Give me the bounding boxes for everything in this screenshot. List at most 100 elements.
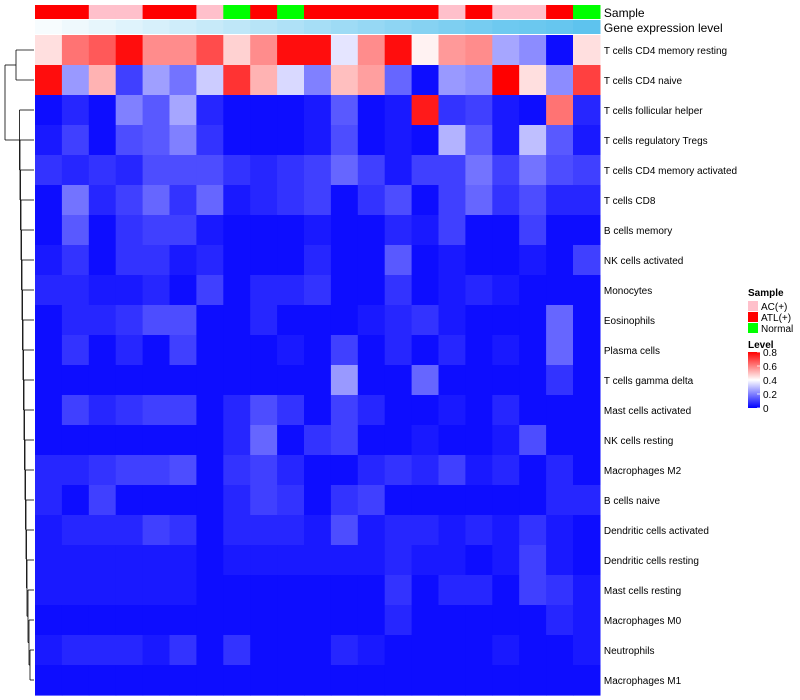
annotation-expression-cell xyxy=(169,20,197,34)
heatmap-cell xyxy=(169,545,197,576)
row-label: B cells naive xyxy=(604,496,661,507)
heatmap-cell xyxy=(304,185,332,216)
heatmap-cell xyxy=(411,335,440,366)
heatmap-cell xyxy=(277,575,305,606)
heatmap-cell xyxy=(277,455,305,486)
heatmap-cell xyxy=(357,455,386,486)
heatmap-cell xyxy=(492,215,520,246)
heatmap-cell xyxy=(115,245,144,276)
heatmap-cell xyxy=(250,425,278,456)
annotation-expression-cell xyxy=(465,20,493,34)
heatmap-cell xyxy=(411,275,440,306)
heatmap-cell xyxy=(573,545,601,576)
heatmap-cell xyxy=(250,185,278,216)
heatmap-cell xyxy=(35,155,63,186)
annotation-sample-cell xyxy=(61,5,90,19)
heatmap-cell xyxy=(88,425,117,456)
heatmap-cell xyxy=(223,365,251,396)
heatmap-cell xyxy=(492,335,520,366)
heatmap-cell xyxy=(519,425,547,456)
heatmap-cell xyxy=(223,485,251,516)
heatmap-cell xyxy=(304,485,332,516)
heatmap-cell xyxy=(304,215,332,246)
heatmap-cell xyxy=(88,575,117,606)
heatmap-cell xyxy=(142,305,171,336)
heatmap-cell xyxy=(492,95,520,126)
row-labels: T cells CD4 memory resting T cells CD4 na… xyxy=(604,46,737,687)
heatmap-cell xyxy=(411,575,440,606)
heatmap-cell xyxy=(169,125,197,156)
annotation-expression-cell xyxy=(35,20,63,34)
heatmap-cell xyxy=(142,35,171,66)
annotation-sample-cell xyxy=(304,5,332,19)
annotation-expression-cell xyxy=(223,20,251,34)
heatmap-cell xyxy=(196,275,224,306)
heatmap-cell xyxy=(384,425,413,456)
legend: Sample AC(+)ATL(+)Normal Level 0.8 0.6 0.4… xyxy=(748,288,793,415)
heatmap-cell xyxy=(546,485,574,516)
annotation-sample-cell xyxy=(573,5,601,19)
legend-sample-title: Sample xyxy=(748,288,784,299)
row-label: Monocytes xyxy=(604,286,652,297)
heatmap-cell xyxy=(357,95,386,126)
heatmap-cell xyxy=(411,605,440,636)
heatmap-cell xyxy=(304,125,332,156)
heatmap-cell xyxy=(357,305,386,336)
heatmap-cell xyxy=(304,305,332,336)
heatmap-cell xyxy=(438,425,466,456)
heatmap-cell xyxy=(492,395,520,426)
heatmap-cell xyxy=(250,575,278,606)
heatmap-cell xyxy=(411,485,440,516)
heatmap-cell xyxy=(61,575,90,606)
heatmap-cell xyxy=(88,245,117,276)
annotation-expression-cell xyxy=(61,20,90,34)
heatmap-cell xyxy=(573,395,601,426)
heatmap-cell xyxy=(35,35,63,66)
heatmap-cell xyxy=(357,275,386,306)
heatmap-cell xyxy=(330,575,359,606)
heatmap-cell xyxy=(411,155,440,186)
heatmap-cell xyxy=(465,155,493,186)
heatmap-cell xyxy=(223,125,251,156)
heatmap-cell xyxy=(169,215,197,246)
heatmap-cell xyxy=(304,65,332,96)
heatmap-cell xyxy=(465,65,493,96)
heatmap-cell xyxy=(196,575,224,606)
heatmap-cell xyxy=(330,425,359,456)
heatmap-cell xyxy=(573,95,601,126)
heatmap-cell xyxy=(384,335,413,366)
heatmap-cell xyxy=(573,665,601,696)
heatmap-cell xyxy=(330,485,359,516)
heatmap-cell xyxy=(411,545,440,576)
heatmap-cell xyxy=(519,665,547,696)
heatmap-cell xyxy=(250,215,278,246)
heatmap-cell xyxy=(384,395,413,426)
heatmap-cell xyxy=(384,485,413,516)
heatmap-cell xyxy=(519,575,547,606)
heatmap-cell xyxy=(304,365,332,396)
heatmap-cell xyxy=(88,275,117,306)
heatmap-cell xyxy=(357,155,386,186)
heatmap-cell xyxy=(277,545,305,576)
heatmap-cell xyxy=(492,155,520,186)
annotation-bars xyxy=(35,5,601,34)
heatmap-cell xyxy=(115,125,144,156)
heatmap-cell xyxy=(519,515,547,546)
heatmap-cell xyxy=(304,575,332,606)
heatmap-cell xyxy=(250,455,278,486)
annotation-sample-cell xyxy=(519,5,547,19)
row-label: Macrophages M1 xyxy=(604,676,682,687)
heatmap-cell xyxy=(519,545,547,576)
heatmap-cell xyxy=(250,305,278,336)
heatmap-cell xyxy=(546,665,574,696)
heatmap-cell xyxy=(438,665,466,696)
heatmap-cell xyxy=(438,125,466,156)
annotation-sample-cell xyxy=(384,5,413,19)
heatmap-cell xyxy=(61,635,90,666)
heatmap-cell xyxy=(492,515,520,546)
heatmap-cell xyxy=(169,365,197,396)
heatmap-cell xyxy=(357,425,386,456)
legend-sample-entries: AC(+)ATL(+)Normal xyxy=(748,301,793,335)
heatmap-cell xyxy=(115,635,144,666)
